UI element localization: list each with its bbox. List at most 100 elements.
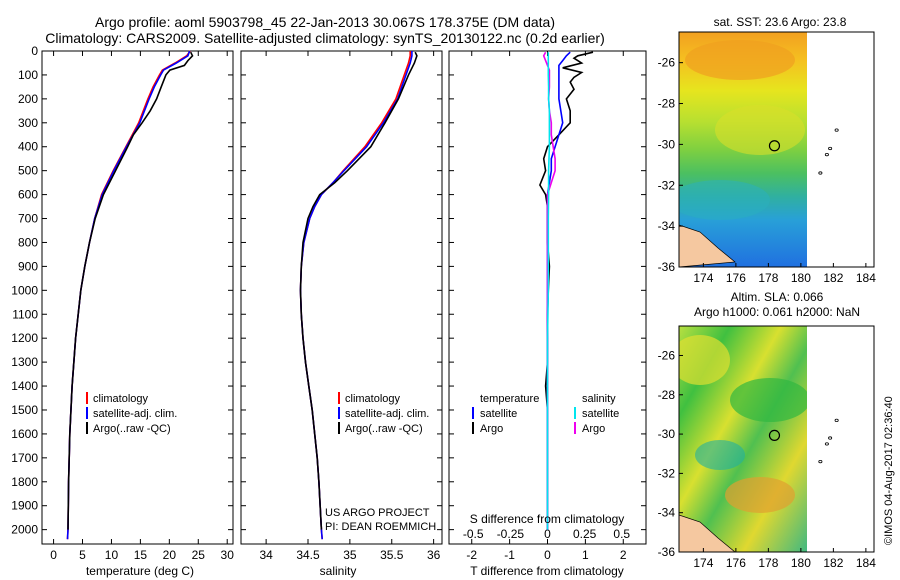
salinity-axis: 34 34.5 35 35.5 36 — [241, 50, 442, 562]
temperature-series — [66, 50, 194, 540]
y-tick-label: 1800 — [11, 475, 38, 489]
difference-axis: -2 -1 0 1 2 -0.5 -0.25 0 0.25 0.5 — [449, 50, 646, 562]
difference-series — [539, 51, 594, 530]
legend-label-t-argo: Argo — [480, 423, 503, 435]
legend-label-argo: Argo(..raw -QC) — [93, 423, 171, 435]
sla-map-title-1: Altim. SLA: 0.066 — [731, 290, 824, 304]
legend-label-argo: Argo(..raw -QC) — [345, 423, 423, 435]
project-annotation: US ARGO PROJECT — [325, 507, 430, 519]
legend-label-climatology: climatology — [93, 393, 149, 405]
y-tick-label: 1200 — [11, 331, 38, 345]
map-x-tick-label: 176 — [726, 271, 746, 285]
sst-mid-patch — [715, 105, 805, 155]
s-tick-label: 0.5 — [613, 527, 630, 541]
map-y-tick-label: -30 — [658, 427, 676, 441]
sst-map-markers — [768, 128, 839, 175]
map-y-tick-label: -36 — [658, 545, 676, 559]
sla-high-patch — [679, 335, 730, 385]
x-tick-label: 0 — [544, 548, 551, 562]
legend-heading-salinity: salinity — [582, 393, 616, 405]
y-tick-label: 1400 — [11, 379, 38, 393]
temperature-legend: climatology satellite-adj. clim. Argo(..… — [86, 392, 177, 435]
map-x-tick-label: 180 — [791, 556, 811, 570]
s-tick-label: -0.25 — [497, 527, 525, 541]
island-mark — [824, 153, 829, 157]
y-tick-label: 1000 — [11, 283, 38, 297]
difference-legend: temperature satellite Argo salinity sate… — [472, 393, 619, 435]
map-x-tick-label: 178 — [758, 271, 778, 285]
y-tick-label: 1500 — [11, 403, 38, 417]
x-tick-label: 5 — [79, 548, 86, 562]
island-mark — [834, 128, 839, 132]
s-tick-label: 0.25 — [573, 527, 597, 541]
sla-map-markers — [768, 418, 839, 464]
title-line-2: Climatology: CARS2009. Satellite-adjuste… — [45, 30, 605, 46]
x-tick-label: -2 — [466, 548, 477, 562]
argo-position-marker — [768, 140, 781, 152]
map-y-tick-label: -34 — [658, 219, 676, 233]
x-tick-label: 35 — [343, 548, 357, 562]
legend-label-t-satellite: satellite — [480, 408, 517, 420]
sst-warm-patch — [685, 40, 795, 80]
x-tick-label: 10 — [105, 548, 119, 562]
series-line-argo-raw-qc- — [67, 51, 194, 530]
map-y-tick-label: -26 — [658, 348, 676, 362]
map-x-tick-label: 184 — [856, 556, 876, 570]
pi-annotation: PI: DEAN ROEMMICH — [325, 521, 436, 533]
legend-label-s-satellite: satellite — [582, 408, 619, 420]
salinity-legend: climatology satellite-adj. clim. Argo(..… — [338, 392, 429, 435]
y-tick-label: 500 — [18, 164, 38, 178]
map-x-tick-label: 180 — [791, 271, 811, 285]
sla-low-patch — [730, 378, 807, 422]
x-tick-label: 25 — [192, 548, 206, 562]
legend-label-climatology: climatology — [345, 393, 401, 405]
x-tick-label: 20 — [163, 548, 177, 562]
x-tick-label: 35.5 — [380, 548, 404, 562]
y-tick-label: 2000 — [11, 523, 38, 537]
salinity-series — [299, 51, 418, 540]
sla-map-frame — [678, 325, 875, 553]
map-y-tick-label: -32 — [658, 466, 676, 480]
map-x-tick-label: 182 — [823, 556, 843, 570]
sst-coastline — [679, 224, 736, 267]
island-mark — [828, 146, 833, 151]
y-tick-label: 1700 — [11, 451, 38, 465]
y-tick-label: 1100 — [12, 307, 38, 321]
y-tick-label: 0 — [31, 44, 38, 58]
temperature-xlabel: temperature (deg C) — [86, 564, 194, 578]
island-mark — [834, 418, 839, 422]
y-tick-label: 200 — [18, 92, 38, 106]
y-tick-label: 700 — [18, 212, 38, 226]
y-tick-label: 800 — [18, 235, 38, 249]
map-y-tick-label: -28 — [658, 97, 676, 111]
map-x-tick-label: 182 — [823, 271, 843, 285]
legend-label-satellite: satellite-adj. clim. — [345, 408, 429, 420]
sla-map-axis: 174 176 178 180 182 184 -26 -28 -30 -32 -34 -36 — [658, 348, 877, 570]
sla-coastline — [679, 514, 736, 552]
y-tick-label: 400 — [18, 140, 38, 154]
x-tick-label: 0 — [50, 548, 57, 562]
x-tick-label: 34.5 — [296, 548, 320, 562]
s-difference-xlabel: S difference from climatology — [470, 512, 625, 526]
y-tick-label: 600 — [18, 188, 38, 202]
x-tick-label: 15 — [134, 548, 148, 562]
salinity-xlabel: salinity — [320, 564, 357, 578]
temperature-axis: 0 5 10 15 20 25 300100200300400500600700800900… — [11, 44, 234, 562]
series-line-salinity-satellite — [546, 52, 551, 530]
map-y-tick-label: -32 — [658, 178, 676, 192]
series-line-argo-raw-qc- — [299, 51, 418, 530]
x-tick-label: 1 — [582, 548, 589, 562]
title-line-1: Argo profile: aoml 5903798_45 22-Jan-201… — [95, 14, 555, 30]
sst-heatmap — [679, 32, 807, 267]
sst-map-frame — [678, 31, 875, 268]
map-y-tick-label: -28 — [658, 388, 676, 402]
salinity-panel-frame — [240, 50, 443, 545]
map-x-tick-label: 174 — [693, 271, 713, 285]
map-y-tick-label: -30 — [658, 137, 676, 151]
map-x-tick-label: 176 — [726, 556, 746, 570]
map-x-tick-label: 178 — [758, 556, 778, 570]
y-tick-label: 100 — [18, 68, 38, 82]
island-mark — [828, 436, 833, 440]
legend-label-satellite: satellite-adj. clim. — [93, 408, 177, 420]
